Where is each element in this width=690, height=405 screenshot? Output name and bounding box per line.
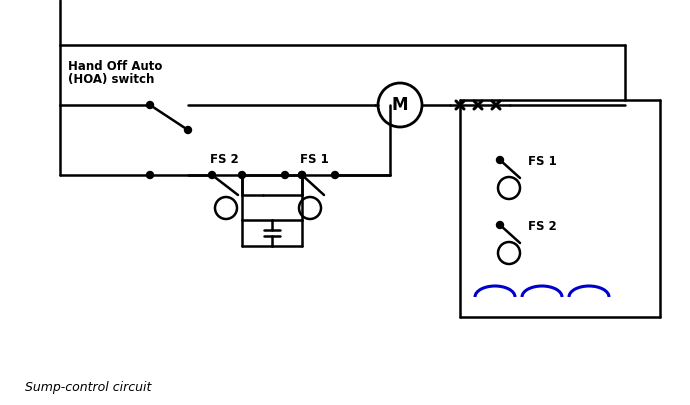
Circle shape bbox=[146, 171, 153, 179]
Circle shape bbox=[299, 171, 306, 179]
Circle shape bbox=[497, 156, 504, 164]
Text: Sump-control circuit: Sump-control circuit bbox=[25, 381, 151, 394]
Circle shape bbox=[146, 102, 153, 109]
Circle shape bbox=[331, 171, 339, 179]
Circle shape bbox=[497, 222, 504, 228]
Text: FS 2: FS 2 bbox=[210, 153, 239, 166]
Circle shape bbox=[282, 171, 288, 179]
Text: Hand Off Auto: Hand Off Auto bbox=[68, 60, 162, 73]
Text: FS 1: FS 1 bbox=[300, 153, 328, 166]
Circle shape bbox=[239, 171, 246, 179]
Text: FS 2: FS 2 bbox=[528, 220, 557, 233]
Circle shape bbox=[184, 126, 192, 134]
Circle shape bbox=[299, 171, 306, 179]
Text: (HOA) switch: (HOA) switch bbox=[68, 73, 155, 87]
Text: FS 1: FS 1 bbox=[528, 155, 557, 168]
Text: M: M bbox=[392, 96, 408, 114]
Circle shape bbox=[208, 171, 215, 179]
